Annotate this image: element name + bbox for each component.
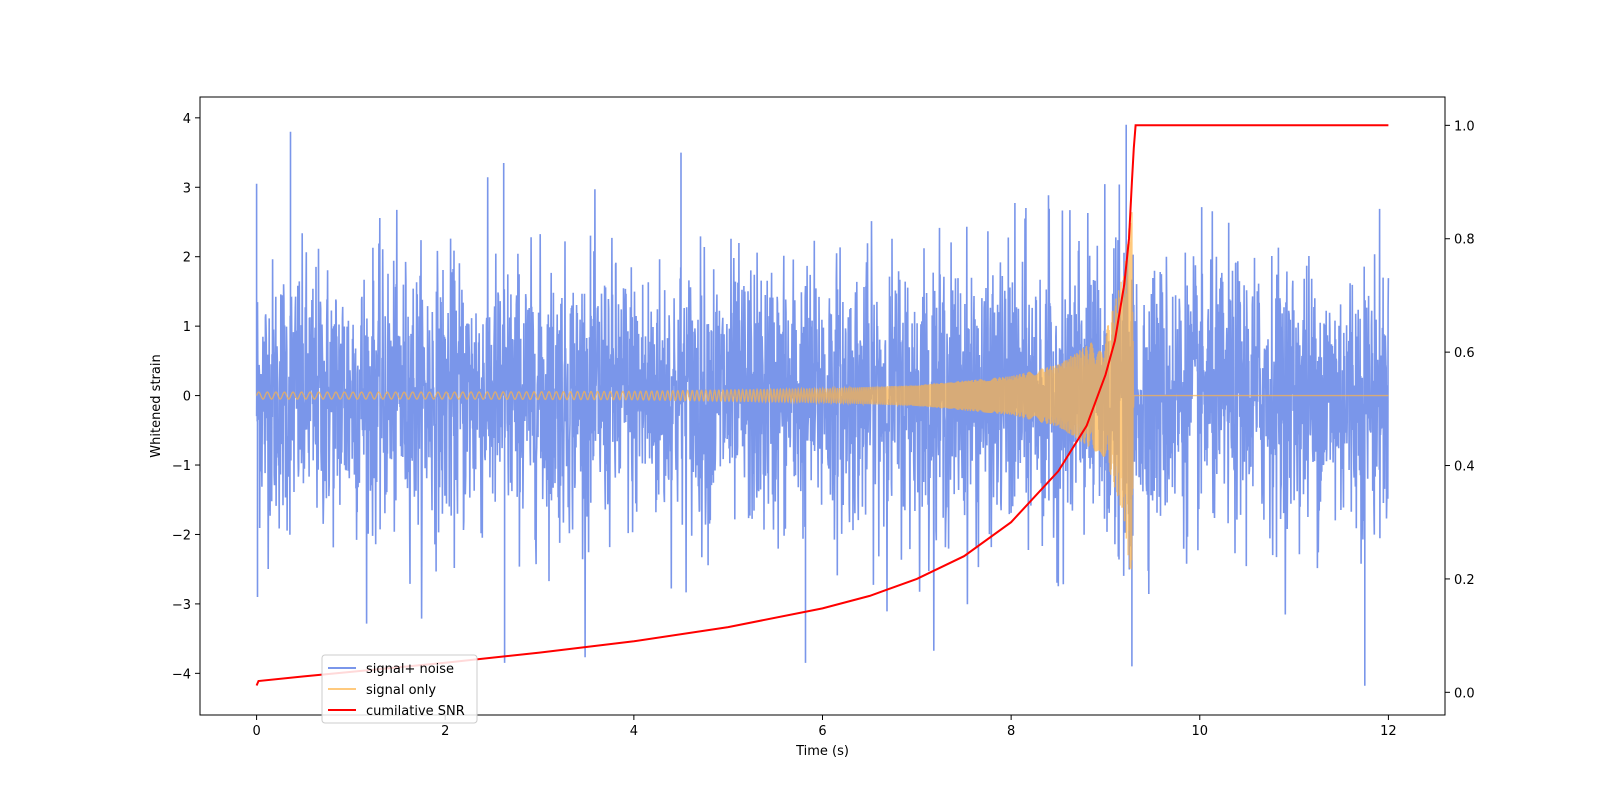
y-tick-label: −4	[172, 667, 191, 682]
x-axis-label: Time (s)	[795, 744, 849, 759]
legend: signal+ noise signal only cumilative SNR	[321, 654, 478, 724]
series-signal-only	[255, 212, 1389, 570]
x-tick-label: 10	[1191, 724, 1208, 739]
y-tick-label: 3	[183, 181, 191, 196]
x-tick-label: 2	[441, 724, 449, 739]
y2-tick-label: 0.6	[1454, 346, 1475, 361]
y2-tick-label: 0.0	[1454, 686, 1475, 701]
legend-label: cumilative SNR	[366, 704, 465, 719]
y-axis-left: −4 −3 −2 −1 0 1 2 3 4	[172, 112, 200, 682]
y-tick-label: 4	[183, 112, 191, 127]
y-tick-label: 0	[183, 390, 191, 405]
y2-tick-label: 1.0	[1454, 119, 1475, 134]
x-tick-label: 0	[252, 724, 260, 739]
x-tick-label: 6	[818, 724, 826, 739]
y2-tick-label: 0.2	[1454, 573, 1475, 588]
legend-box	[321, 654, 478, 724]
y2-tick-label: 0.4	[1454, 460, 1475, 475]
x-tick-label: 8	[1007, 724, 1015, 739]
y2-tick-label: 0.8	[1454, 233, 1475, 248]
y-tick-label: −3	[172, 598, 191, 613]
y-tick-label: 1	[183, 320, 191, 335]
x-tick-label: 12	[1380, 724, 1397, 739]
y-tick-label: −2	[172, 528, 191, 543]
y-axis-label: Whitened strain	[149, 354, 164, 457]
legend-label: signal+ noise	[366, 662, 454, 677]
x-tick-label: 4	[630, 724, 638, 739]
legend-label: signal only	[366, 683, 436, 698]
y-axis-right: 0.0 0.2 0.4 0.6 0.8 1.0	[1445, 119, 1475, 701]
y-tick-label: −1	[172, 459, 191, 474]
y-tick-label: 2	[183, 251, 191, 266]
